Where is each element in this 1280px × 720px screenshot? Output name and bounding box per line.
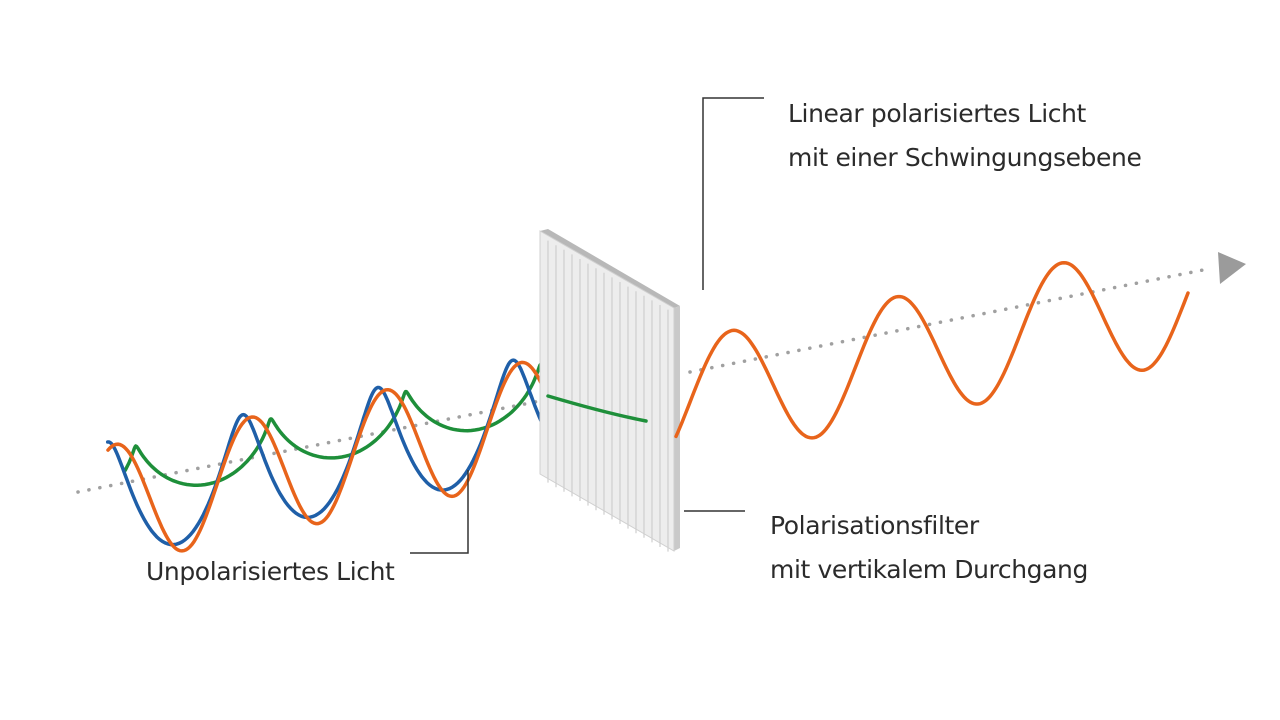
filter-face xyxy=(539,230,675,552)
propagation-axis-right xyxy=(688,267,1210,374)
orange-wave xyxy=(106,360,600,553)
filter-slats xyxy=(547,240,669,552)
green-wave xyxy=(123,362,548,487)
green-wave-front xyxy=(546,394,648,423)
filter-top-edge xyxy=(540,229,680,308)
unpolarized-waves xyxy=(105,358,600,553)
filter-side-edge xyxy=(674,306,680,551)
blue-wave xyxy=(105,358,560,547)
linear-polarized-label-line1: Linear polarisiertes Licht xyxy=(788,99,1086,128)
linear-polarized-label: Linear polarisiertes Licht mit einer Sch… xyxy=(788,92,1142,180)
leader-line-linear xyxy=(702,97,764,290)
unpolarized-label: Unpolarisiertes Licht xyxy=(146,557,395,586)
filter-label-line1: Polarisationsfilter xyxy=(770,511,979,540)
linear-polarized-label-line2: mit einer Schwingungsebene xyxy=(788,143,1142,172)
polarized-wave xyxy=(674,260,1190,440)
filter-label-line2: mit vertikalem Durchgang xyxy=(770,555,1088,584)
polarization-filter xyxy=(539,229,680,552)
propagation-arrow-icon xyxy=(1218,252,1246,284)
filter-label: Polarisationsfilter mit vertikalem Durch… xyxy=(770,504,1088,592)
leader-line-unpolarized xyxy=(410,470,469,554)
propagation-axis-left xyxy=(76,398,547,494)
